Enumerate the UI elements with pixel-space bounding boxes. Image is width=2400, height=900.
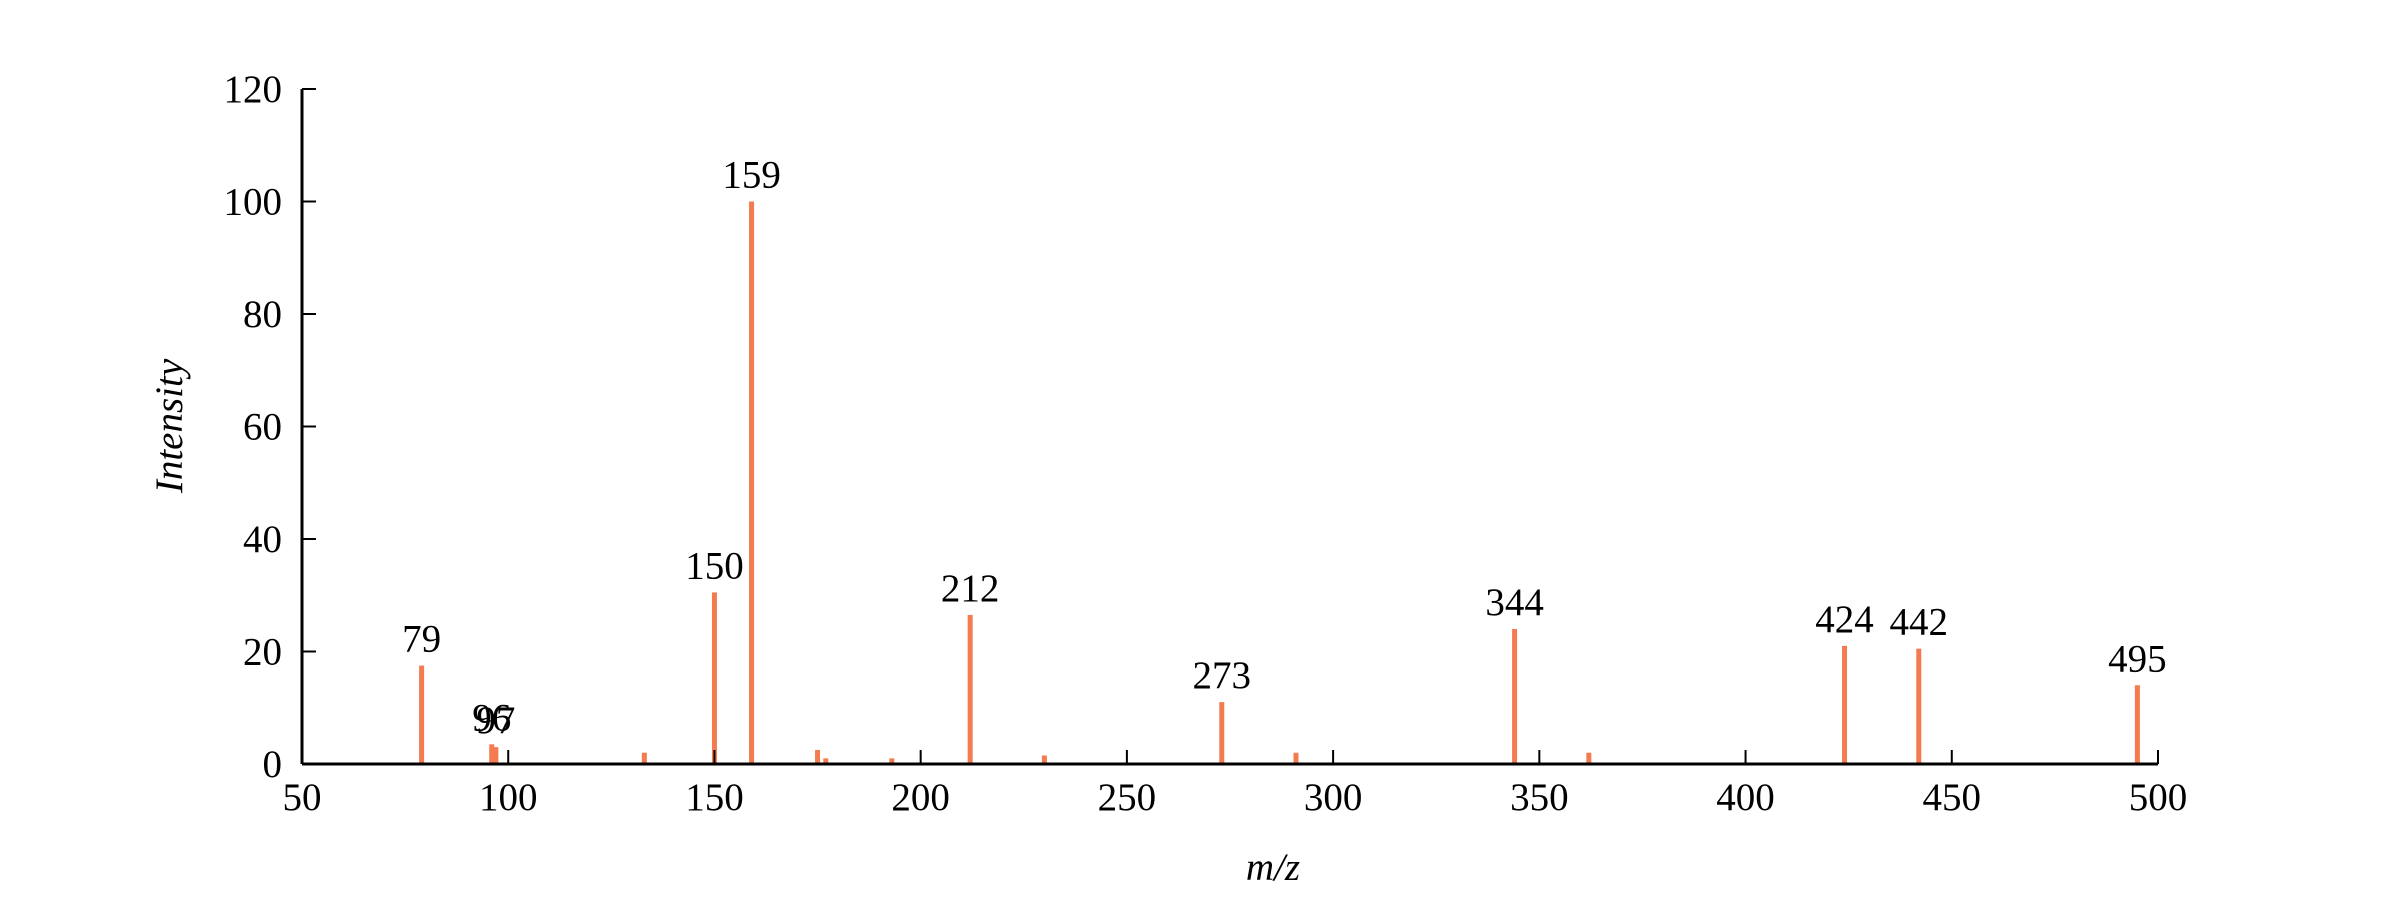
peak — [815, 749, 821, 764]
peak — [641, 752, 647, 764]
peak — [419, 665, 425, 764]
y-tick-label: 0 — [263, 743, 283, 786]
peak-label: 442 — [1890, 601, 1949, 644]
y-tick-label: 20 — [243, 631, 282, 674]
peak-label: 79 — [402, 618, 441, 661]
x-tick-label: 500 — [2129, 776, 2188, 819]
peak-label: 96 — [472, 696, 511, 739]
x-tick-label: 350 — [1510, 776, 1569, 819]
peak-label: 150 — [685, 544, 744, 587]
x-axis-label: m/z — [1246, 846, 1300, 889]
peak-label: 424 — [1815, 598, 1874, 641]
peak — [889, 758, 895, 764]
peak-label: 344 — [1485, 581, 1544, 624]
y-tick-label: 120 — [224, 68, 283, 111]
y-axis-label: Intensity — [148, 358, 191, 494]
peak-label: 273 — [1193, 654, 1252, 697]
x-tick-label: 200 — [891, 776, 950, 819]
x-tick-label: 250 — [1098, 776, 1157, 819]
peak — [489, 744, 495, 764]
peak-label: 212 — [941, 567, 1000, 610]
y-tick-label: 60 — [243, 406, 282, 449]
x-tick-label: 300 — [1304, 776, 1363, 819]
peak-label: 495 — [2108, 637, 2167, 680]
x-tick-label: 150 — [685, 776, 744, 819]
peak — [493, 747, 499, 764]
x-tick-label: 50 — [283, 776, 322, 819]
peak — [2134, 685, 2140, 764]
peak — [1041, 755, 1047, 764]
peak-label: 159 — [722, 154, 781, 197]
peak — [749, 201, 755, 764]
x-tick-label: 100 — [479, 776, 538, 819]
x-tick-label: 400 — [1716, 776, 1775, 819]
peak — [823, 758, 829, 764]
peak — [1586, 752, 1592, 764]
y-tick-label: 40 — [243, 518, 282, 561]
peak — [1842, 645, 1848, 764]
peak-label: 97 — [476, 699, 515, 742]
peak — [967, 614, 973, 764]
peak — [1293, 752, 1299, 764]
x-tick-label: 450 — [1923, 776, 1982, 819]
y-tick-label: 100 — [224, 181, 283, 224]
peak — [1916, 648, 1922, 764]
peak — [1512, 629, 1518, 764]
y-tick-label: 80 — [243, 293, 282, 336]
peak — [711, 592, 717, 764]
peak — [1219, 702, 1225, 764]
